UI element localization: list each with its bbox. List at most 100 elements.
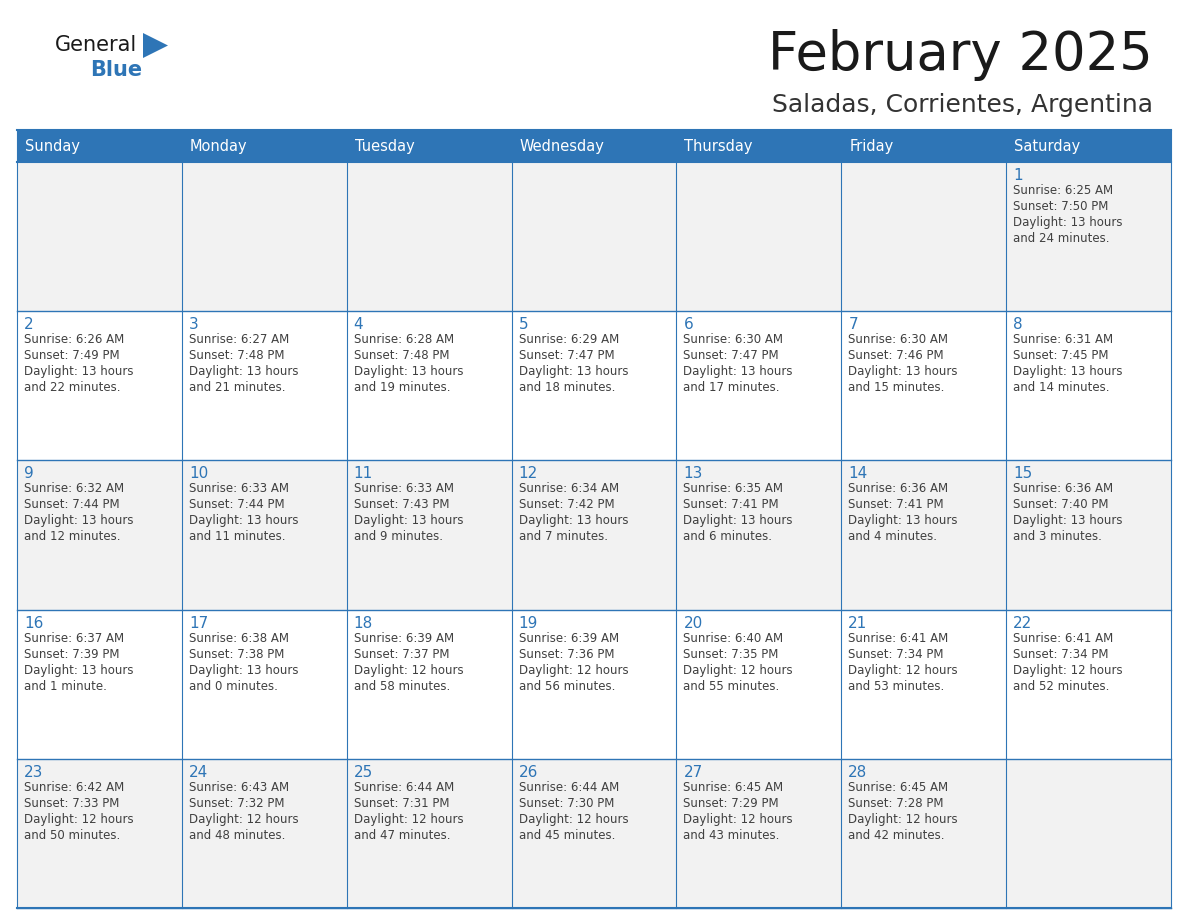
Text: Sunset: 7:50 PM: Sunset: 7:50 PM xyxy=(1013,200,1108,213)
Text: Sunset: 7:45 PM: Sunset: 7:45 PM xyxy=(1013,349,1108,363)
Bar xyxy=(512,461,676,610)
Text: and 50 minutes.: and 50 minutes. xyxy=(24,829,120,842)
Bar xyxy=(676,759,841,908)
Text: 18: 18 xyxy=(354,616,373,631)
Text: and 6 minutes.: and 6 minutes. xyxy=(683,531,772,543)
Text: Sunset: 7:36 PM: Sunset: 7:36 PM xyxy=(519,647,614,661)
Text: 17: 17 xyxy=(189,616,208,631)
Text: 15: 15 xyxy=(1013,466,1032,481)
Text: and 58 minutes.: and 58 minutes. xyxy=(354,679,450,692)
Bar xyxy=(841,461,1006,610)
Bar xyxy=(182,759,347,908)
Text: Daylight: 12 hours: Daylight: 12 hours xyxy=(848,812,958,826)
Text: Tuesday: Tuesday xyxy=(355,139,415,153)
Text: Friday: Friday xyxy=(849,139,893,153)
Text: Sunrise: 6:44 AM: Sunrise: 6:44 AM xyxy=(519,781,619,794)
Text: and 48 minutes.: and 48 minutes. xyxy=(189,829,285,842)
Text: Sunset: 7:46 PM: Sunset: 7:46 PM xyxy=(848,349,944,363)
Text: and 45 minutes.: and 45 minutes. xyxy=(519,829,615,842)
Bar xyxy=(1006,759,1171,908)
Text: Sunrise: 6:30 AM: Sunrise: 6:30 AM xyxy=(848,333,948,346)
Bar xyxy=(841,610,1006,759)
Text: Sunrise: 6:37 AM: Sunrise: 6:37 AM xyxy=(24,632,124,644)
Text: Sunday: Sunday xyxy=(25,139,80,153)
Bar xyxy=(1006,311,1171,461)
Bar xyxy=(347,610,512,759)
Text: 22: 22 xyxy=(1013,616,1032,631)
Text: Sunrise: 6:38 AM: Sunrise: 6:38 AM xyxy=(189,632,289,644)
Text: Daylight: 12 hours: Daylight: 12 hours xyxy=(354,812,463,826)
Text: Sunrise: 6:36 AM: Sunrise: 6:36 AM xyxy=(848,482,948,496)
Text: 28: 28 xyxy=(848,765,867,779)
Bar xyxy=(1006,162,1171,311)
Text: Sunrise: 6:40 AM: Sunrise: 6:40 AM xyxy=(683,632,784,644)
Text: Sunrise: 6:28 AM: Sunrise: 6:28 AM xyxy=(354,333,454,346)
Text: Daylight: 12 hours: Daylight: 12 hours xyxy=(354,664,463,677)
Text: Sunset: 7:41 PM: Sunset: 7:41 PM xyxy=(848,498,944,511)
Bar xyxy=(17,461,182,610)
Bar xyxy=(182,311,347,461)
Text: Sunset: 7:34 PM: Sunset: 7:34 PM xyxy=(848,647,943,661)
Bar xyxy=(182,162,347,311)
Text: Sunset: 7:49 PM: Sunset: 7:49 PM xyxy=(24,349,120,363)
Text: Sunset: 7:28 PM: Sunset: 7:28 PM xyxy=(848,797,943,810)
Text: Sunrise: 6:45 AM: Sunrise: 6:45 AM xyxy=(683,781,784,794)
Text: Thursday: Thursday xyxy=(684,139,753,153)
Text: Daylight: 12 hours: Daylight: 12 hours xyxy=(519,812,628,826)
Polygon shape xyxy=(143,33,168,58)
Bar xyxy=(347,162,512,311)
Text: Sunrise: 6:26 AM: Sunrise: 6:26 AM xyxy=(24,333,125,346)
Text: Blue: Blue xyxy=(90,60,143,80)
Text: Daylight: 13 hours: Daylight: 13 hours xyxy=(1013,216,1123,229)
Text: Sunset: 7:37 PM: Sunset: 7:37 PM xyxy=(354,647,449,661)
Text: 19: 19 xyxy=(519,616,538,631)
Text: and 42 minutes.: and 42 minutes. xyxy=(848,829,944,842)
Text: Sunset: 7:47 PM: Sunset: 7:47 PM xyxy=(683,349,779,363)
Text: Sunrise: 6:39 AM: Sunrise: 6:39 AM xyxy=(354,632,454,644)
Text: Sunset: 7:48 PM: Sunset: 7:48 PM xyxy=(354,349,449,363)
Bar xyxy=(512,759,676,908)
Text: Daylight: 13 hours: Daylight: 13 hours xyxy=(848,365,958,378)
Text: 14: 14 xyxy=(848,466,867,481)
Text: Sunrise: 6:30 AM: Sunrise: 6:30 AM xyxy=(683,333,783,346)
Text: Daylight: 13 hours: Daylight: 13 hours xyxy=(1013,365,1123,378)
Text: 9: 9 xyxy=(24,466,33,481)
Text: Daylight: 13 hours: Daylight: 13 hours xyxy=(24,664,133,677)
Text: Sunrise: 6:33 AM: Sunrise: 6:33 AM xyxy=(189,482,289,496)
Text: Wednesday: Wednesday xyxy=(519,139,605,153)
Bar xyxy=(1006,610,1171,759)
Text: Daylight: 13 hours: Daylight: 13 hours xyxy=(189,365,298,378)
Text: Sunrise: 6:39 AM: Sunrise: 6:39 AM xyxy=(519,632,619,644)
Text: Sunset: 7:48 PM: Sunset: 7:48 PM xyxy=(189,349,284,363)
Text: 11: 11 xyxy=(354,466,373,481)
Text: and 17 minutes.: and 17 minutes. xyxy=(683,381,781,394)
Text: and 4 minutes.: and 4 minutes. xyxy=(848,531,937,543)
Bar xyxy=(512,311,676,461)
Text: Sunrise: 6:29 AM: Sunrise: 6:29 AM xyxy=(519,333,619,346)
Text: 27: 27 xyxy=(683,765,702,779)
Text: 16: 16 xyxy=(24,616,44,631)
Text: and 53 minutes.: and 53 minutes. xyxy=(848,679,944,692)
Text: Daylight: 13 hours: Daylight: 13 hours xyxy=(354,365,463,378)
Text: and 24 minutes.: and 24 minutes. xyxy=(1013,232,1110,245)
Text: Daylight: 13 hours: Daylight: 13 hours xyxy=(354,514,463,528)
Text: and 56 minutes.: and 56 minutes. xyxy=(519,679,615,692)
Text: Daylight: 12 hours: Daylight: 12 hours xyxy=(24,812,133,826)
Text: Daylight: 13 hours: Daylight: 13 hours xyxy=(683,365,792,378)
Text: Daylight: 13 hours: Daylight: 13 hours xyxy=(189,514,298,528)
Text: 21: 21 xyxy=(848,616,867,631)
Text: Sunset: 7:40 PM: Sunset: 7:40 PM xyxy=(1013,498,1108,511)
Text: Sunset: 7:32 PM: Sunset: 7:32 PM xyxy=(189,797,284,810)
Text: Sunrise: 6:27 AM: Sunrise: 6:27 AM xyxy=(189,333,289,346)
Text: 7: 7 xyxy=(848,318,858,332)
Text: Sunrise: 6:42 AM: Sunrise: 6:42 AM xyxy=(24,781,125,794)
Text: Daylight: 13 hours: Daylight: 13 hours xyxy=(189,664,298,677)
Text: Sunset: 7:39 PM: Sunset: 7:39 PM xyxy=(24,647,120,661)
Text: and 9 minutes.: and 9 minutes. xyxy=(354,531,443,543)
Text: General: General xyxy=(55,35,138,55)
Bar xyxy=(182,461,347,610)
Text: Sunrise: 6:34 AM: Sunrise: 6:34 AM xyxy=(519,482,619,496)
Text: Daylight: 12 hours: Daylight: 12 hours xyxy=(683,664,794,677)
Text: and 7 minutes.: and 7 minutes. xyxy=(519,531,607,543)
Text: Sunset: 7:38 PM: Sunset: 7:38 PM xyxy=(189,647,284,661)
